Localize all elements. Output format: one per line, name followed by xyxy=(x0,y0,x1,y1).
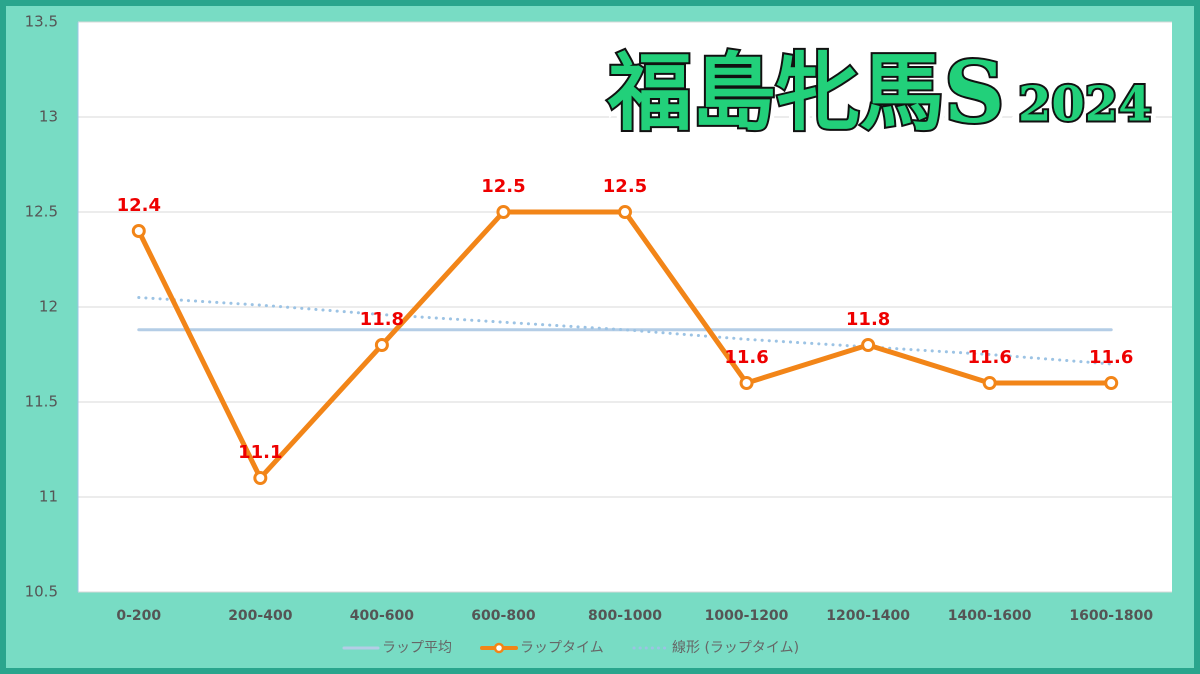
y-tick-label: 13 xyxy=(39,108,58,126)
marker xyxy=(1104,376,1119,390)
marker xyxy=(131,224,146,238)
marker xyxy=(739,376,754,390)
legend-label: ラップ平均 xyxy=(382,640,452,656)
data-label: 11.6 xyxy=(724,347,768,368)
legend-marker xyxy=(493,642,505,654)
y-tick-label: 11 xyxy=(39,488,58,506)
x-tick-label: 1000-1200 xyxy=(705,608,789,624)
y-tick-label: 13.5 xyxy=(25,13,58,31)
x-tick-label: 200-400 xyxy=(228,608,293,624)
y-tick-label: 10.5 xyxy=(25,583,58,601)
y-tick-label: 11.5 xyxy=(25,393,58,411)
marker xyxy=(861,338,876,352)
data-label: 11.6 xyxy=(967,347,1011,368)
marker xyxy=(618,205,632,219)
x-tick-label: 600-800 xyxy=(471,608,536,624)
data-label: 11.6 xyxy=(1089,347,1133,368)
marker xyxy=(496,205,511,219)
legend-label: 線形 (ラップタイム) xyxy=(672,640,799,656)
chart-title: 福島牝馬S xyxy=(607,43,1005,142)
data-label: 11.1 xyxy=(238,442,282,463)
x-tick-label: 1200-1400 xyxy=(826,608,910,624)
marker xyxy=(253,471,268,485)
y-tick-label: 12.5 xyxy=(25,203,58,221)
x-tick-label: 1600-1800 xyxy=(1069,608,1153,624)
series-line xyxy=(137,296,1113,366)
legend-label: ラップタイム xyxy=(520,640,604,656)
data-label: 11.8 xyxy=(360,309,404,330)
marks: 10.5 11 11.5 12 12.5 13 13.5 0-200 200-400 400-60… xyxy=(25,13,1172,656)
marker xyxy=(374,338,389,352)
x-tick-label: 400-600 xyxy=(350,608,415,624)
x-tick-label: 0-200 xyxy=(116,608,161,624)
data-label: 12.5 xyxy=(603,176,647,197)
data-label: 11.8 xyxy=(846,309,890,330)
data-label: 12.5 xyxy=(481,176,525,197)
chart-subtitle-halo: 2024 xyxy=(1018,77,1152,133)
x-tick-label: 800-1000 xyxy=(588,608,662,624)
marker xyxy=(982,376,997,390)
chart-title-halo: 福島牝馬S xyxy=(607,43,1005,142)
x-tick-label: 1400-1600 xyxy=(948,608,1032,624)
data-label: 12.4 xyxy=(117,195,161,216)
y-tick-label: 12 xyxy=(39,298,58,316)
chart-subtitle: 2024 xyxy=(1018,77,1152,133)
